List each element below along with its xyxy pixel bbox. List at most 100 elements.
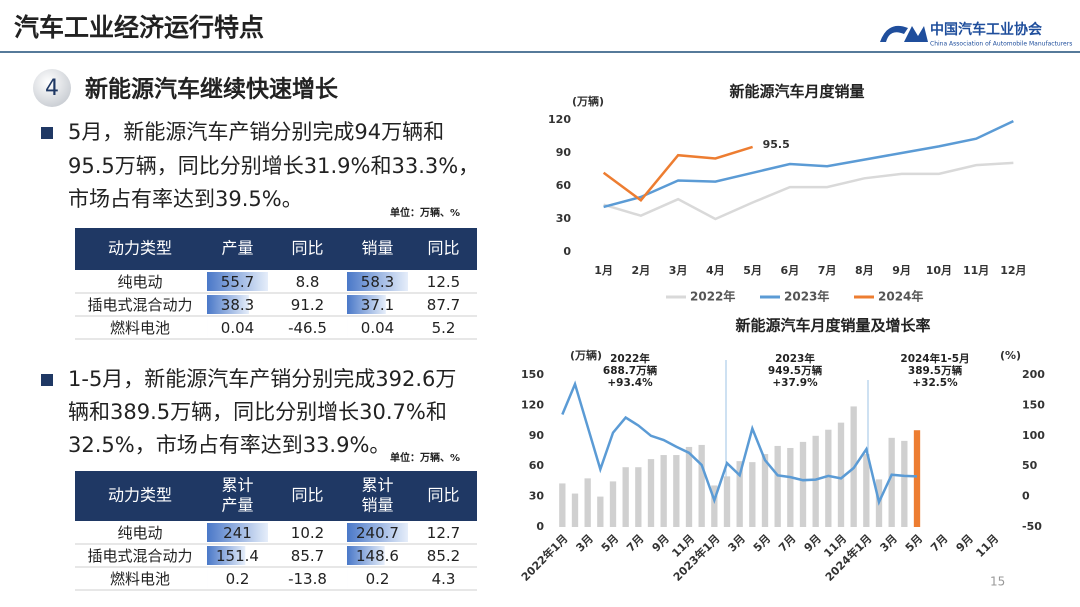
x-tick-label: 10月 xyxy=(926,264,952,277)
bullet-text: 1-5月，新能源汽车产销分别完成392.6万 xyxy=(68,367,456,391)
annotation: 688.7万辆 xyxy=(603,364,658,377)
cell-data-bar xyxy=(347,523,408,542)
y-tick-label: 120 xyxy=(548,113,571,126)
section-title: 新能源汽车继续快速增长 xyxy=(85,76,339,103)
y-tick-label: 0 xyxy=(536,520,544,533)
table-header: 同比 xyxy=(291,486,323,505)
legend-label: 2022年 xyxy=(690,289,735,304)
table-cell: 91.2 xyxy=(291,296,324,314)
y-tick-label: 30 xyxy=(529,490,545,503)
table-cell: 8.8 xyxy=(296,273,320,291)
table-cell: 38.3 xyxy=(221,296,254,314)
table-cell: 148.6 xyxy=(356,547,399,565)
bullet-square xyxy=(41,127,53,139)
line-series xyxy=(561,380,918,506)
bar xyxy=(799,441,807,527)
x-tick-label: 6月 xyxy=(781,264,800,277)
table-cell: 85.2 xyxy=(427,547,460,565)
logo-cn: 中国汽车工业协会 xyxy=(930,21,1043,38)
logo-mark xyxy=(880,25,928,42)
y2-tick-label: 200 xyxy=(1022,368,1045,381)
table-cell: 85.7 xyxy=(291,547,324,565)
annotation: 2022年 xyxy=(610,352,650,365)
x-tick-label: 1月 xyxy=(594,264,613,277)
annotation: 2024年1-5月 xyxy=(900,352,969,365)
bar xyxy=(837,422,845,527)
table-header: 动力类型 xyxy=(108,486,172,505)
bar xyxy=(673,455,680,527)
bullet-text: 市场占有率达到39.5%。 xyxy=(68,187,303,211)
y-tick-label: 30 xyxy=(556,212,572,225)
bar xyxy=(723,476,731,527)
y2-tick-label: 50 xyxy=(1022,459,1038,472)
cell-data-bar xyxy=(347,546,385,565)
y-tick-label: 60 xyxy=(556,179,572,192)
table-header: 同比 xyxy=(427,239,459,258)
bar xyxy=(584,478,591,527)
cell-data-bar xyxy=(207,523,268,542)
table-cell: 纯电动 xyxy=(117,273,162,291)
table-header: 产量 xyxy=(221,239,253,258)
bar xyxy=(736,461,743,527)
table-cell: 4.3 xyxy=(432,570,456,588)
chart-title: 新能源汽车月度销量 xyxy=(729,83,864,101)
bullet-text: 辆和389.5万辆，同比分别增长30.7%和 xyxy=(68,400,447,424)
bar xyxy=(913,430,921,527)
logo-en: China Association of Automobile Manufact… xyxy=(930,41,1072,48)
table-cell: 纯电动 xyxy=(117,524,162,542)
bar xyxy=(901,440,908,527)
table-header: 销量 xyxy=(361,496,393,515)
bar xyxy=(888,437,895,527)
chart-title: 新能源汽车月度销量及增长率 xyxy=(735,317,930,335)
bar xyxy=(597,496,604,527)
annotation: +93.4% xyxy=(607,377,653,389)
x-tick-label: 5月 xyxy=(743,264,762,277)
table-cell: 58.3 xyxy=(361,273,394,291)
annotation: +32.5% xyxy=(912,377,958,389)
bar xyxy=(685,446,693,527)
y-tick-label: 60 xyxy=(529,459,545,472)
cell-data-bar xyxy=(207,295,249,314)
y2-tick-label: -50 xyxy=(1022,520,1042,533)
bar xyxy=(635,467,642,527)
y2-axis-label: (%) xyxy=(1000,349,1021,362)
line-series xyxy=(602,145,753,203)
x-tick-label: 7月 xyxy=(818,264,837,277)
bar xyxy=(812,435,819,527)
y-tick-label: 0 xyxy=(563,245,571,258)
table-header: 累计 xyxy=(221,476,253,495)
table-header: 累计 xyxy=(361,476,393,495)
table-cell: 0.04 xyxy=(221,319,254,337)
x-tick-label: 4月 xyxy=(706,264,725,277)
bar xyxy=(571,493,579,527)
x-tick-label: 11月 xyxy=(963,264,989,277)
table-cell: 87.7 xyxy=(427,296,460,314)
annotation: +37.9% xyxy=(772,377,818,389)
bar xyxy=(660,455,667,527)
y-tick-label: 90 xyxy=(556,146,572,159)
y-axis-label: (万辆) xyxy=(570,348,602,362)
table-cell: 5.2 xyxy=(432,319,456,337)
table-header: 同比 xyxy=(427,486,459,505)
y-axis-label: (万辆) xyxy=(572,94,604,108)
y2-tick-label: 150 xyxy=(1022,398,1045,411)
legend-label: 2023年 xyxy=(784,289,829,304)
cell-data-bar xyxy=(347,272,408,291)
table-cell: 55.7 xyxy=(221,273,254,291)
bar xyxy=(774,445,781,527)
cell-data-bar xyxy=(207,272,268,291)
table-cell: 12.7 xyxy=(427,524,460,542)
section-number: 4 xyxy=(45,76,59,101)
page-number: 15 xyxy=(990,575,1005,589)
data-label: 95.5 xyxy=(763,138,790,151)
line-series xyxy=(603,161,1014,221)
line-series xyxy=(603,119,1014,209)
table-cell: 0.04 xyxy=(361,319,394,337)
table-cell: 37.1 xyxy=(361,296,394,314)
table-cell: 10.2 xyxy=(291,524,324,542)
cell-data-bar xyxy=(207,546,246,565)
table-header: 动力类型 xyxy=(108,239,172,258)
x-tick-label: 2月 xyxy=(632,264,651,277)
table-cell: 插电式混合动力 xyxy=(87,547,192,565)
